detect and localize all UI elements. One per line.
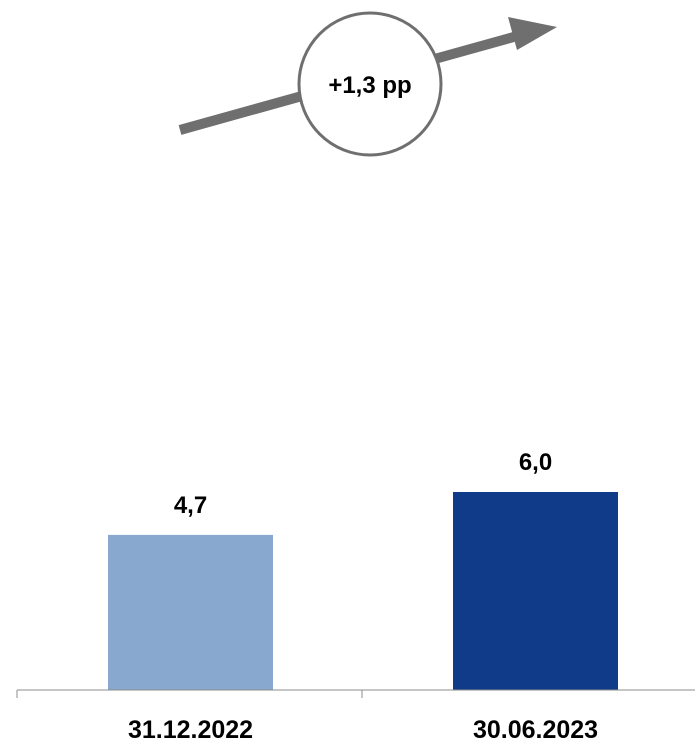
trend-arrow-head bbox=[508, 17, 557, 50]
x-axis-ticks bbox=[16, 690, 363, 698]
bar-value-label: 4,7 bbox=[174, 492, 207, 519]
bars-group: 4,7 6,0 bbox=[108, 449, 618, 690]
bar bbox=[453, 492, 618, 690]
bar-value-label: 6,0 bbox=[519, 449, 552, 476]
x-axis-category-label: 30.06.2023 bbox=[473, 716, 598, 744]
change-annotation-label: +1,3 pp bbox=[328, 72, 411, 99]
x-axis-category-label: 31.12.2022 bbox=[128, 716, 253, 744]
change-annotation-circle bbox=[297, 11, 443, 157]
bar bbox=[108, 534, 273, 690]
x-axis-labels: 31.12.2022 30.06.2023 bbox=[128, 716, 598, 744]
